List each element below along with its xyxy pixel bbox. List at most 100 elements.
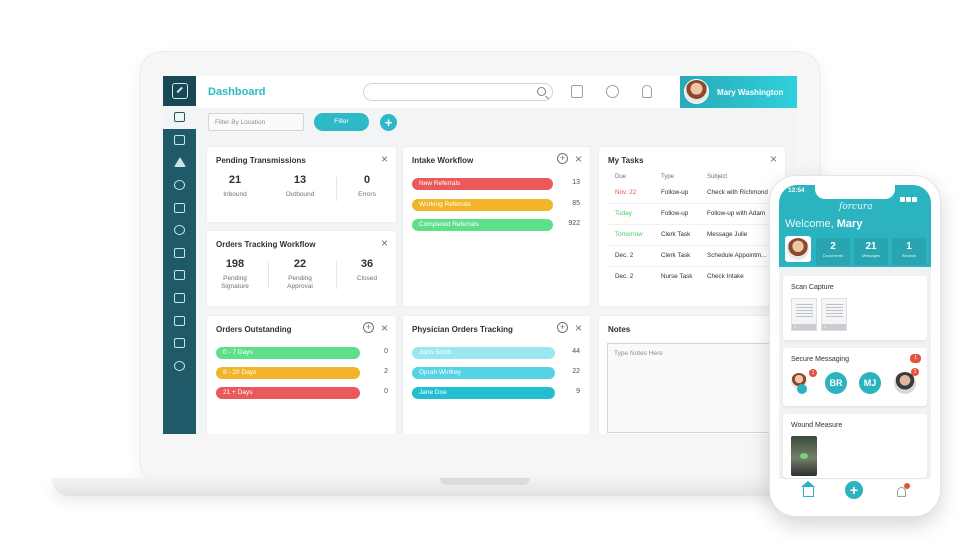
close-icon[interactable]: × — [380, 236, 388, 250]
user-menu[interactable]: Mary Washington — [680, 76, 797, 108]
bar-row[interactable]: New Referrals 13 — [412, 178, 582, 190]
divider — [336, 261, 337, 289]
task-cell-subject[interactable]: Check with Richmond — [707, 189, 768, 196]
sidebar-item-chat[interactable] — [163, 174, 196, 197]
document-thumbnail[interactable]: 2 — [821, 298, 847, 331]
task-cell-due[interactable]: Dec. 2 — [615, 273, 634, 280]
search-icon[interactable] — [537, 87, 546, 96]
avatar[interactable] — [797, 384, 807, 394]
row-divider — [607, 245, 777, 246]
app-logo-icon[interactable] — [163, 76, 196, 106]
card-title: Wound Measure — [791, 422, 843, 429]
notes-textarea[interactable]: Type Notes Here — [607, 343, 777, 433]
task-cell-due[interactable]: Tomorrow — [615, 231, 643, 238]
filter-button[interactable]: Filter — [314, 113, 369, 131]
archive-icon — [174, 270, 185, 281]
bar-row[interactable]: 0 - 7 Days 0 — [216, 347, 388, 359]
sidebar-item-health[interactable] — [163, 219, 196, 242]
sidebar-item-monitor[interactable] — [163, 196, 196, 219]
unread-dot: 1 — [809, 369, 817, 377]
contact-avatar-mj[interactable]: MJ — [859, 372, 881, 394]
task-cell-type[interactable]: Clerk Task — [661, 231, 691, 238]
task-cell-subject[interactable]: Follow-up with Adam — [707, 210, 766, 217]
bar-count: 13 — [572, 179, 580, 186]
sidebar-item-calculator[interactable] — [163, 332, 196, 355]
task-cell-due[interactable]: Nov. 22 — [615, 189, 637, 196]
page-title: Dashboard — [208, 86, 266, 98]
user-name: Mary Washington — [717, 88, 784, 97]
row-divider — [607, 224, 777, 225]
bar-row[interactable]: Working Referrals 85 — [412, 199, 582, 211]
column-header-type[interactable]: Type — [661, 174, 675, 180]
bar-count: 2 — [384, 368, 388, 375]
phone-header: 12:54 forcura Welcome, Mary 2 Documents 2… — [779, 185, 931, 267]
progress-bar: 0 - 7 Days — [216, 347, 360, 359]
bar-row[interactable]: 8 - 20 Days 2 — [216, 367, 388, 379]
sidebar-item-store[interactable] — [163, 287, 196, 310]
add-circle-icon[interactable]: + — [557, 153, 568, 164]
task-cell-subject[interactable]: Message Julie — [707, 231, 748, 238]
bar-row[interactable]: Jane Doe 9 — [412, 387, 582, 399]
task-cell-due[interactable]: Dec. 2 — [615, 252, 634, 259]
close-icon[interactable]: × — [380, 321, 388, 335]
add-circle-icon[interactable]: + — [557, 322, 568, 333]
brand-logo: forcura — [839, 202, 873, 212]
task-cell-type[interactable]: Nurse Task — [661, 273, 693, 280]
task-cell-type[interactable]: Follow-up — [661, 189, 689, 196]
stat-messages[interactable]: 21 Messages — [854, 238, 888, 265]
card-title: Intake Workflow — [412, 156, 474, 165]
column-header-due[interactable]: Due — [615, 174, 627, 180]
location-filter-input[interactable]: Filter By Location — [208, 113, 304, 131]
bar-row[interactable]: Completed Referrals 922 — [412, 219, 582, 231]
home-icon[interactable] — [801, 481, 815, 497]
task-cell-due[interactable]: Today — [615, 210, 632, 217]
stat-documents[interactable]: 2 Documents — [816, 238, 850, 265]
target-icon[interactable] — [606, 85, 619, 98]
sidebar-item-dashboard[interactable] — [163, 106, 196, 129]
bell-icon[interactable] — [642, 85, 652, 98]
unread-badge: 1 — [910, 354, 921, 363]
progress-bar: John Smith — [412, 347, 555, 359]
contact-avatar-br[interactable]: BR — [825, 372, 847, 394]
add-circle-icon[interactable]: + — [363, 322, 374, 333]
task-cell-type[interactable]: Clerk Task — [661, 252, 691, 259]
secure-messaging-card[interactable]: Secure Messaging 1 1 BR MJ 1 — [783, 348, 927, 406]
wound-measure-card[interactable]: Wound Measure — [783, 414, 927, 478]
laptop-screen: Dashboard Mary Washington Filter By Loca… — [163, 76, 797, 434]
sidebar-item-settings[interactable] — [163, 355, 196, 378]
sidebar-item-reports[interactable] — [163, 309, 196, 332]
progress-bar: 8 - 20 Days — [216, 367, 360, 379]
sidebar-item-clipboard[interactable] — [163, 129, 196, 152]
task-cell-subject[interactable]: Schedule Appointm... — [707, 252, 767, 259]
sidebar-item-send[interactable] — [163, 151, 196, 174]
close-icon[interactable]: × — [380, 152, 388, 166]
task-cell-subject[interactable]: Check Intake — [707, 273, 744, 280]
orders-outstanding-card: Orders Outstanding + × 0 - 7 Days 0 8 - … — [207, 316, 396, 434]
add-button[interactable]: + — [845, 481, 863, 499]
progress-bar: Working Referrals — [412, 199, 553, 211]
close-icon[interactable]: × — [769, 152, 777, 166]
search-input[interactable] — [363, 83, 553, 101]
document-thumbnail[interactable]: 1 — [791, 298, 817, 331]
close-icon[interactable]: × — [574, 321, 582, 335]
add-widget-button[interactable]: + — [380, 114, 397, 131]
bell-icon[interactable] — [897, 487, 906, 497]
avatar[interactable] — [785, 236, 811, 262]
task-cell-type[interactable]: Follow-up — [661, 210, 689, 217]
document-icon[interactable] — [571, 85, 583, 98]
sidebar-item-archive[interactable] — [163, 264, 196, 287]
column-header-subject[interactable]: Subject — [707, 174, 728, 180]
scan-capture-card[interactable]: Scan Capture 1 2 — [783, 276, 927, 340]
wound-photo[interactable] — [791, 436, 817, 476]
bar-row[interactable]: 21 + Days 0 — [216, 387, 388, 399]
close-icon[interactable]: × — [574, 152, 582, 166]
store-icon — [174, 293, 185, 304]
bar-row[interactable]: John Smith 44 — [412, 347, 582, 359]
sidebar-item-contacts[interactable] — [163, 242, 196, 265]
bar-row[interactable]: Oprah Winfrey 22 — [412, 367, 582, 379]
signal-icon — [899, 189, 921, 202]
stat-wounds[interactable]: 1 Wounds — [892, 238, 926, 265]
phone-clock: 12:54 — [788, 187, 805, 194]
avatar — [684, 79, 709, 104]
avatar[interactable] — [894, 372, 916, 394]
